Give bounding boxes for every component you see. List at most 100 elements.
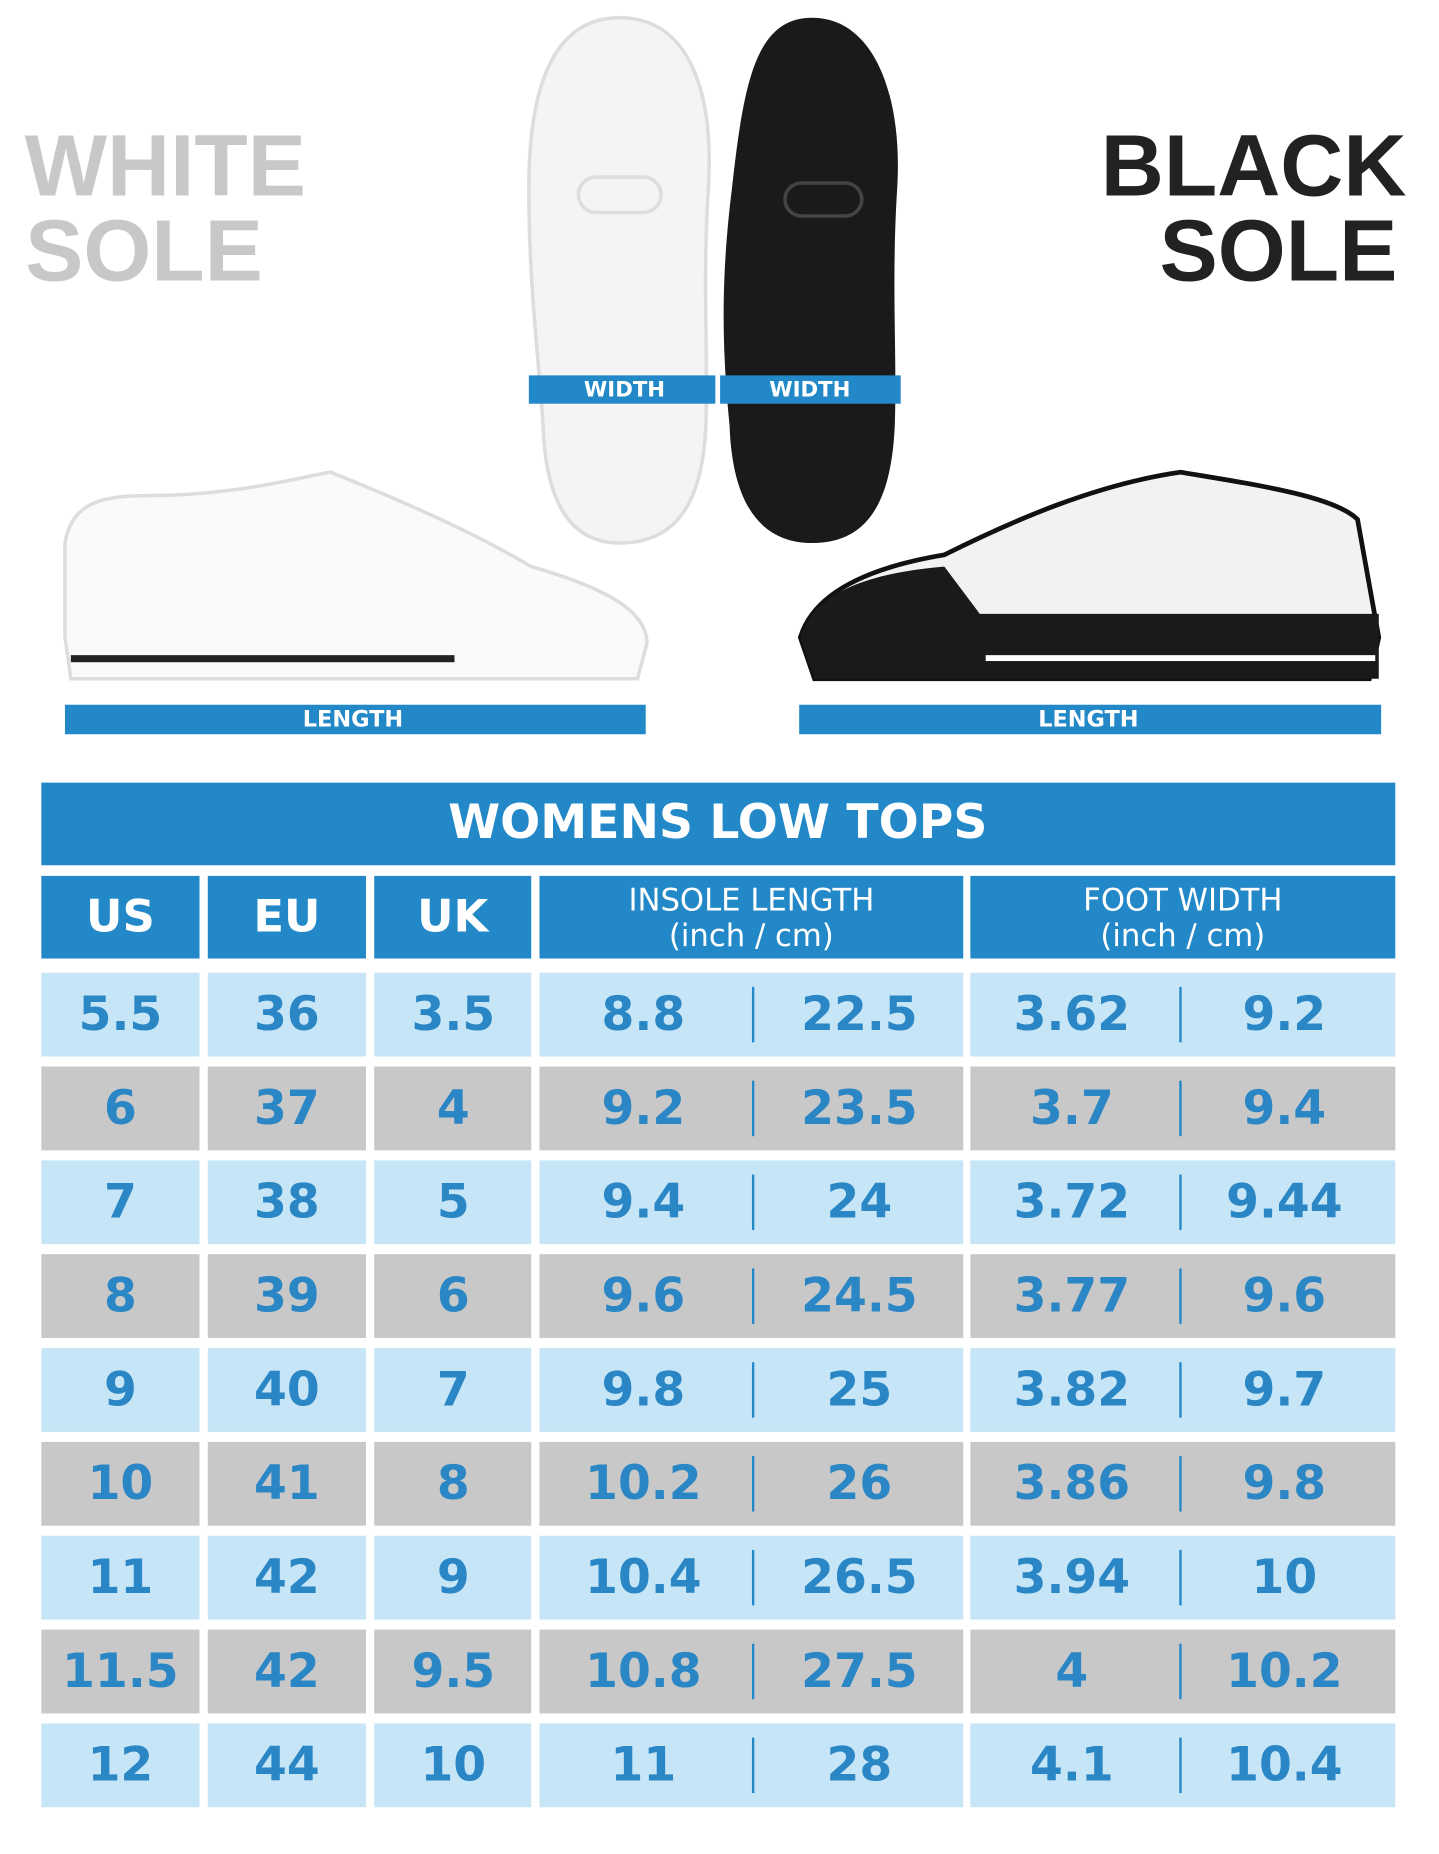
table-cell xyxy=(970,1629,1396,1714)
column-subheader: (inch / cm) xyxy=(1100,919,1265,954)
black-sole-label: SOLE xyxy=(1160,201,1398,299)
cell-value: 4 xyxy=(437,1081,470,1136)
column-header: INSOLE LENGTH xyxy=(628,883,874,918)
cell-value: 6 xyxy=(104,1081,137,1136)
table-cell xyxy=(374,1254,532,1339)
white-sole-image xyxy=(527,15,711,545)
cell-value: 24 xyxy=(827,1175,893,1230)
cell-value: 28 xyxy=(827,1738,893,1793)
cell-value: 42 xyxy=(254,1644,320,1699)
table-title: WOMENS LOW TOPS xyxy=(448,795,987,850)
cell-value: 10.4 xyxy=(585,1550,701,1605)
table-cell xyxy=(41,1160,200,1245)
cell-value: 8 xyxy=(437,1456,470,1511)
table-cell xyxy=(374,1441,532,1526)
cell-value: 9.8 xyxy=(602,1362,686,1417)
table-cell xyxy=(539,1348,964,1432)
cell-value: 27.5 xyxy=(801,1644,917,1699)
table-cell xyxy=(970,1254,1396,1339)
table-cell xyxy=(207,1629,366,1714)
table-cell xyxy=(970,1723,1396,1808)
cell-value: 4 xyxy=(1055,1644,1088,1699)
cell-value: 10 xyxy=(420,1738,486,1793)
header-cell xyxy=(374,875,532,959)
sole-detail xyxy=(783,181,864,218)
black-sole-label: BLACK xyxy=(1101,116,1407,214)
length-bar xyxy=(64,704,646,735)
cell-value: 9.8 xyxy=(1243,1456,1327,1511)
table-cell xyxy=(970,1066,1396,1151)
table-cell xyxy=(41,1348,200,1432)
table-cell xyxy=(41,972,200,1057)
cell-value: 9.4 xyxy=(1243,1081,1327,1136)
cell-value: 3.94 xyxy=(1014,1550,1130,1605)
cell-value: 41 xyxy=(254,1456,320,1511)
white-sole-label: WHITE xyxy=(25,116,306,214)
cell-value: 40 xyxy=(254,1362,320,1417)
table-cell xyxy=(41,1629,200,1714)
table-cell xyxy=(374,972,532,1057)
cell-value: 44 xyxy=(254,1738,320,1793)
cell-value: 9.6 xyxy=(602,1268,686,1323)
cell-value: 10.8 xyxy=(585,1644,701,1699)
cell-value: 9.6 xyxy=(1243,1268,1327,1323)
cell-value: 8.8 xyxy=(602,987,686,1042)
cell-value: 10.4 xyxy=(1226,1738,1342,1793)
cell-value: 3.7 xyxy=(1030,1081,1114,1136)
table-cell xyxy=(970,1441,1396,1526)
cell-value: 3.82 xyxy=(1014,1362,1130,1417)
table-cell xyxy=(207,1066,366,1151)
table-cell xyxy=(539,1160,964,1245)
cell-value: 11 xyxy=(611,1738,677,1793)
table-cell xyxy=(374,1160,532,1245)
cell-value: 7 xyxy=(437,1362,470,1417)
table-cell xyxy=(207,1348,366,1432)
cell-value: 39 xyxy=(254,1268,320,1323)
table-cell xyxy=(970,1160,1396,1245)
cell-value: 36 xyxy=(254,987,320,1042)
table-cell xyxy=(207,972,366,1057)
table-cell xyxy=(374,1629,532,1714)
table-cell xyxy=(41,1254,200,1339)
sole-detail xyxy=(576,175,663,215)
header-cell xyxy=(970,875,1396,959)
shoe-stripe xyxy=(985,655,1376,662)
cell-value: 5 xyxy=(437,1175,470,1230)
black-shoe-toe xyxy=(800,566,1379,679)
cell-value: 5.5 xyxy=(79,987,163,1042)
table-cell xyxy=(41,1535,200,1620)
table-cell xyxy=(539,1441,964,1526)
cell-value: 11 xyxy=(88,1550,154,1605)
cell-value: 3.86 xyxy=(1014,1456,1130,1511)
header-cell xyxy=(539,875,964,959)
table-cell xyxy=(539,1254,964,1339)
cell-value: 24.5 xyxy=(801,1268,917,1323)
cell-value: 26.5 xyxy=(801,1550,917,1605)
cell-value: 9 xyxy=(104,1362,137,1417)
table-cell xyxy=(41,1066,200,1151)
cell-value: 7 xyxy=(104,1175,137,1230)
table-cell xyxy=(970,972,1396,1057)
table-cell xyxy=(207,1254,366,1339)
table-cell xyxy=(374,1535,532,1620)
cell-value: 12 xyxy=(88,1738,154,1793)
black-sole-image xyxy=(723,17,898,544)
cell-value: 9.2 xyxy=(602,1081,686,1136)
table-cell xyxy=(539,1629,964,1714)
cell-value: 10 xyxy=(88,1456,154,1511)
cell-value: 10.2 xyxy=(1226,1644,1342,1699)
column-subheader: (inch / cm) xyxy=(669,919,834,954)
cell-value: 9 xyxy=(437,1550,470,1605)
table-cell xyxy=(539,1535,964,1620)
table-cell xyxy=(539,972,964,1057)
table-cell xyxy=(207,1441,366,1526)
cell-value: 38 xyxy=(254,1175,320,1230)
column-header: EU xyxy=(253,890,320,943)
table-cell xyxy=(970,1535,1396,1620)
cell-value: 23.5 xyxy=(801,1081,917,1136)
cell-value: 37 xyxy=(254,1081,320,1136)
length-label: LENGTH xyxy=(1038,707,1138,733)
table-cell xyxy=(41,1723,200,1808)
header-cell xyxy=(207,875,366,959)
